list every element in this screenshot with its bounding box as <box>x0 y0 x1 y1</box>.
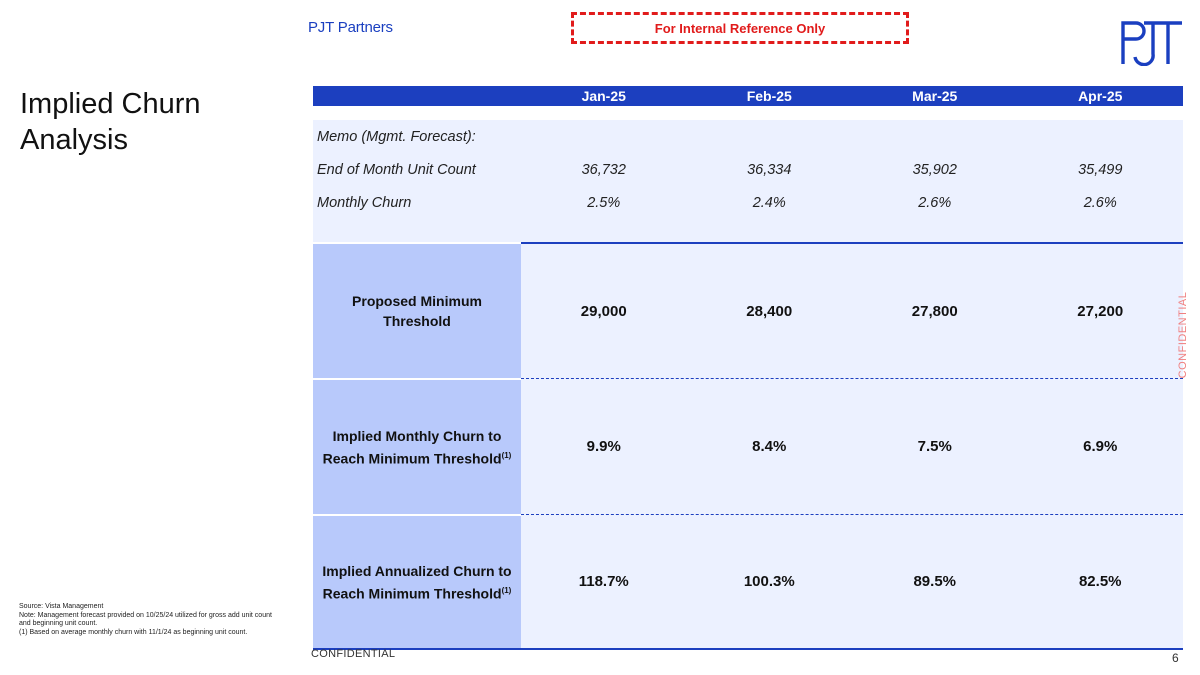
source-line: Source: Vista Management <box>19 603 104 610</box>
table-cell: 28,400 <box>746 302 793 320</box>
table-row: End of Month Unit Count 36,732 36,334 35… <box>313 153 1183 186</box>
row-label-line: Reach Minimum Threshold <box>322 450 502 467</box>
row-label-line: Implied Monthly Churn to <box>332 427 502 444</box>
row-label-line: Threshold <box>383 313 451 329</box>
table-cell: 35,902 <box>912 161 957 178</box>
row-label: End of Month Unit Count <box>317 161 476 178</box>
row-label-line: Implied Annualized Churn to <box>322 562 512 579</box>
internal-reference-text: For Internal Reference Only <box>654 20 826 36</box>
table-cell: 35,499 <box>1078 161 1123 178</box>
internal-reference-notice: For Internal Reference Only <box>571 12 909 44</box>
footnote-marker: (1) <box>501 450 512 460</box>
row-label-line: Proposed Minimum <box>352 293 482 309</box>
row-label-line: Reach Minimum Threshold <box>322 585 502 602</box>
column-header: Mar-25 <box>912 88 958 104</box>
table-cell: 100.3% <box>743 573 795 590</box>
footnote-marker: (1) <box>501 585 512 595</box>
row-label: Monthly Churn <box>317 194 412 211</box>
column-header: Jan-25 <box>581 88 626 104</box>
memo-heading: Memo (Mgmt. Forecast): <box>317 128 476 145</box>
table-row: Implied Annualized Churn to Reach Minimu… <box>313 514 1183 650</box>
row-values: 118.7% 100.3% 89.5% 82.5% <box>521 514 1183 650</box>
footer-confidential-label: CONFIDENTIAL <box>311 648 396 660</box>
brand-name: PJT Partners <box>308 19 393 36</box>
page-title: Implied Churn Analysis <box>20 88 201 156</box>
table-cell: 6.9% <box>1083 438 1118 455</box>
table-cell: 118.7% <box>578 573 629 590</box>
table-row: Proposed Minimum Threshold 29,000 28,400… <box>313 242 1183 378</box>
note-line: Note: Management forecast provided on 10… <box>19 611 272 628</box>
side-confidential-label: CONFIDENTIAL <box>1177 291 1189 379</box>
table-header-row: Jan-25 Feb-25 Mar-25 Apr-25 <box>313 86 1183 106</box>
memo-heading-row: Memo (Mgmt. Forecast): <box>313 120 1183 153</box>
table-cell: 36,334 <box>747 161 792 178</box>
table-cell: 29,000 <box>580 302 627 320</box>
table-cell: 36,732 <box>581 161 626 178</box>
row-label: Implied Annualized Churn to Reach Minimu… <box>313 514 521 650</box>
table-row: Implied Monthly Churn to Reach Minimum T… <box>313 378 1183 514</box>
row-values: 29,000 28,400 27,800 27,200 <box>521 242 1183 378</box>
table-cell: 2.4% <box>752 194 786 211</box>
table-cell: 2.6% <box>918 194 952 211</box>
table-cell: 27,800 <box>911 302 958 320</box>
table-row: Monthly Churn 2.5% 2.4% 2.6% 2.6% <box>313 186 1183 219</box>
row-label: Proposed Minimum Threshold <box>313 242 521 378</box>
row-label: Implied Monthly Churn to Reach Minimum T… <box>313 378 521 514</box>
table-cell: 8.4% <box>752 438 787 455</box>
column-header: Feb-25 <box>746 88 792 104</box>
table-cell: 2.5% <box>587 194 621 211</box>
source-notes: Source: Vista Management Note: Managemen… <box>19 603 279 637</box>
pjt-logo-icon <box>1121 21 1182 66</box>
table-cell: 9.9% <box>586 438 621 455</box>
footnote-line: (1) Based on average monthly churn with … <box>19 628 248 636</box>
table-cell: 82.5% <box>1078 573 1122 590</box>
memo-section: Memo (Mgmt. Forecast): End of Month Unit… <box>313 120 1183 242</box>
row-values: 9.9% 8.4% 7.5% 6.9% <box>521 378 1183 514</box>
table-cell: 27,200 <box>1077 302 1124 320</box>
churn-table: Jan-25 Feb-25 Mar-25 Apr-25 Memo (Mgmt. … <box>313 86 1183 650</box>
page-number: 6 <box>1172 651 1179 665</box>
table-cell: 89.5% <box>913 573 957 590</box>
column-header: Apr-25 <box>1078 88 1123 104</box>
header-label-cell <box>313 86 521 106</box>
table-cell: 7.5% <box>917 438 952 455</box>
table-cell: 2.6% <box>1083 194 1117 211</box>
